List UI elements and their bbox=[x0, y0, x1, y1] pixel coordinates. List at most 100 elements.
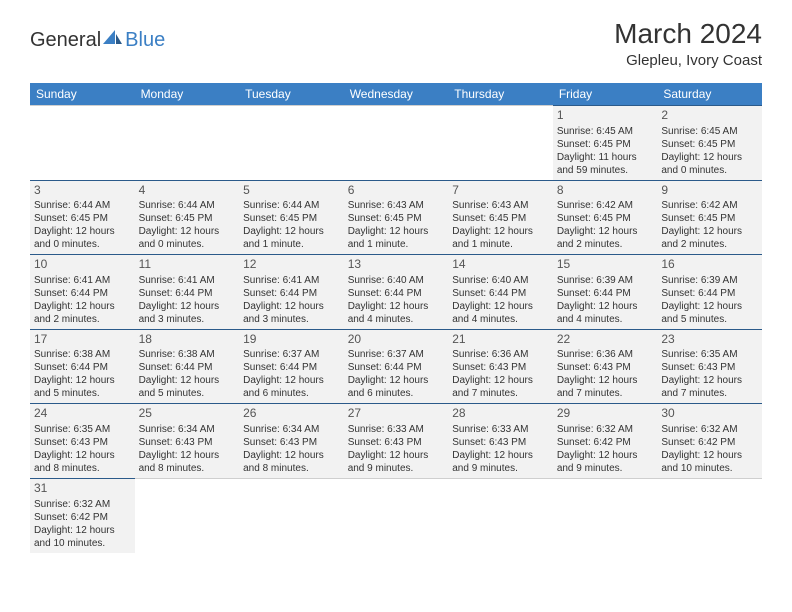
sunrise-text: Sunrise: 6:35 AM bbox=[661, 348, 758, 361]
day-cell: 14Sunrise: 6:40 AMSunset: 6:44 PMDayligh… bbox=[448, 255, 553, 330]
day-cell: 1Sunrise: 6:45 AMSunset: 6:45 PMDaylight… bbox=[553, 106, 658, 181]
day-cell: 30Sunrise: 6:32 AMSunset: 6:42 PMDayligh… bbox=[657, 404, 762, 479]
dow-sunday: Sunday bbox=[30, 83, 135, 106]
sunset-text: Sunset: 6:44 PM bbox=[452, 287, 549, 300]
day-number: 14 bbox=[452, 257, 549, 273]
daylight-text: Daylight: 12 hours and 3 minutes. bbox=[139, 300, 236, 326]
daylight-text: Daylight: 12 hours and 10 minutes. bbox=[661, 449, 758, 475]
day-number: 23 bbox=[661, 332, 758, 348]
sunrise-text: Sunrise: 6:39 AM bbox=[661, 274, 758, 287]
day-number: 10 bbox=[34, 257, 131, 273]
week-row: 1Sunrise: 6:45 AMSunset: 6:45 PMDaylight… bbox=[30, 106, 762, 181]
calendar-body: 1Sunrise: 6:45 AMSunset: 6:45 PMDaylight… bbox=[30, 106, 762, 553]
day-cell: 17Sunrise: 6:38 AMSunset: 6:44 PMDayligh… bbox=[30, 329, 135, 404]
empty-cell bbox=[344, 478, 449, 552]
day-number: 25 bbox=[139, 406, 236, 422]
day-cell: 15Sunrise: 6:39 AMSunset: 6:44 PMDayligh… bbox=[553, 255, 658, 330]
daylight-text: Daylight: 12 hours and 0 minutes. bbox=[34, 225, 131, 251]
sunrise-text: Sunrise: 6:32 AM bbox=[34, 498, 131, 511]
empty-cell bbox=[239, 478, 344, 552]
daylight-text: Daylight: 12 hours and 5 minutes. bbox=[34, 374, 131, 400]
sunrise-text: Sunrise: 6:45 AM bbox=[661, 125, 758, 138]
dow-tuesday: Tuesday bbox=[239, 83, 344, 106]
day-number: 19 bbox=[243, 332, 340, 348]
sunset-text: Sunset: 6:45 PM bbox=[557, 212, 654, 225]
daylight-text: Daylight: 12 hours and 2 minutes. bbox=[557, 225, 654, 251]
daylight-text: Daylight: 12 hours and 6 minutes. bbox=[348, 374, 445, 400]
day-number: 4 bbox=[139, 183, 236, 199]
sunset-text: Sunset: 6:44 PM bbox=[243, 287, 340, 300]
sunrise-text: Sunrise: 6:36 AM bbox=[452, 348, 549, 361]
dow-friday: Friday bbox=[553, 83, 658, 106]
daylight-text: Daylight: 12 hours and 7 minutes. bbox=[557, 374, 654, 400]
daylight-text: Daylight: 12 hours and 4 minutes. bbox=[348, 300, 445, 326]
day-number: 3 bbox=[34, 183, 131, 199]
day-number: 16 bbox=[661, 257, 758, 273]
sunrise-text: Sunrise: 6:37 AM bbox=[243, 348, 340, 361]
sunset-text: Sunset: 6:44 PM bbox=[34, 361, 131, 374]
sunset-text: Sunset: 6:43 PM bbox=[557, 361, 654, 374]
day-cell: 6Sunrise: 6:43 AMSunset: 6:45 PMDaylight… bbox=[344, 180, 449, 255]
sunset-text: Sunset: 6:44 PM bbox=[661, 287, 758, 300]
sunrise-text: Sunrise: 6:32 AM bbox=[661, 423, 758, 436]
sunrise-text: Sunrise: 6:44 AM bbox=[34, 199, 131, 212]
day-number: 27 bbox=[348, 406, 445, 422]
sunset-text: Sunset: 6:44 PM bbox=[243, 361, 340, 374]
sunrise-text: Sunrise: 6:41 AM bbox=[243, 274, 340, 287]
sunrise-text: Sunrise: 6:32 AM bbox=[557, 423, 654, 436]
sunrise-text: Sunrise: 6:44 AM bbox=[243, 199, 340, 212]
sunrise-text: Sunrise: 6:40 AM bbox=[452, 274, 549, 287]
daylight-text: Daylight: 12 hours and 5 minutes. bbox=[661, 300, 758, 326]
logo-text-blue: Blue bbox=[125, 29, 165, 52]
day-number: 11 bbox=[139, 257, 236, 273]
header: General Blue March 2024 Glepleu, Ivory C… bbox=[30, 18, 762, 69]
day-cell: 2Sunrise: 6:45 AMSunset: 6:45 PMDaylight… bbox=[657, 106, 762, 181]
day-cell: 21Sunrise: 6:36 AMSunset: 6:43 PMDayligh… bbox=[448, 329, 553, 404]
day-cell: 16Sunrise: 6:39 AMSunset: 6:44 PMDayligh… bbox=[657, 255, 762, 330]
empty-cell bbox=[657, 478, 762, 552]
empty-cell bbox=[239, 106, 344, 181]
sunrise-text: Sunrise: 6:42 AM bbox=[557, 199, 654, 212]
sunset-text: Sunset: 6:44 PM bbox=[139, 361, 236, 374]
sunrise-text: Sunrise: 6:37 AM bbox=[348, 348, 445, 361]
sunset-text: Sunset: 6:44 PM bbox=[34, 287, 131, 300]
dow-thursday: Thursday bbox=[448, 83, 553, 106]
daylight-text: Daylight: 12 hours and 9 minutes. bbox=[557, 449, 654, 475]
sunrise-text: Sunrise: 6:40 AM bbox=[348, 274, 445, 287]
dow-wednesday: Wednesday bbox=[344, 83, 449, 106]
daylight-text: Daylight: 12 hours and 8 minutes. bbox=[139, 449, 236, 475]
daylight-text: Daylight: 12 hours and 2 minutes. bbox=[661, 225, 758, 251]
sunset-text: Sunset: 6:45 PM bbox=[661, 212, 758, 225]
dow-saturday: Saturday bbox=[657, 83, 762, 106]
sunset-text: Sunset: 6:43 PM bbox=[34, 436, 131, 449]
sunset-text: Sunset: 6:45 PM bbox=[557, 138, 654, 151]
empty-cell bbox=[135, 106, 240, 181]
day-number: 24 bbox=[34, 406, 131, 422]
logo-sail-icon bbox=[101, 28, 123, 51]
sunset-text: Sunset: 6:42 PM bbox=[557, 436, 654, 449]
day-cell: 12Sunrise: 6:41 AMSunset: 6:44 PMDayligh… bbox=[239, 255, 344, 330]
sunrise-text: Sunrise: 6:41 AM bbox=[139, 274, 236, 287]
daylight-text: Daylight: 12 hours and 2 minutes. bbox=[34, 300, 131, 326]
sunset-text: Sunset: 6:45 PM bbox=[139, 212, 236, 225]
day-cell: 13Sunrise: 6:40 AMSunset: 6:44 PMDayligh… bbox=[344, 255, 449, 330]
daylight-text: Daylight: 12 hours and 3 minutes. bbox=[243, 300, 340, 326]
day-cell: 22Sunrise: 6:36 AMSunset: 6:43 PMDayligh… bbox=[553, 329, 658, 404]
week-row: 24Sunrise: 6:35 AMSunset: 6:43 PMDayligh… bbox=[30, 404, 762, 479]
empty-cell bbox=[553, 478, 658, 552]
calendar-page: General Blue March 2024 Glepleu, Ivory C… bbox=[0, 0, 792, 563]
day-cell: 8Sunrise: 6:42 AMSunset: 6:45 PMDaylight… bbox=[553, 180, 658, 255]
day-cell: 5Sunrise: 6:44 AMSunset: 6:45 PMDaylight… bbox=[239, 180, 344, 255]
logo-text-general: General bbox=[30, 29, 101, 52]
day-cell: 4Sunrise: 6:44 AMSunset: 6:45 PMDaylight… bbox=[135, 180, 240, 255]
day-number: 7 bbox=[452, 183, 549, 199]
day-number: 15 bbox=[557, 257, 654, 273]
daylight-text: Daylight: 12 hours and 6 minutes. bbox=[243, 374, 340, 400]
day-cell: 10Sunrise: 6:41 AMSunset: 6:44 PMDayligh… bbox=[30, 255, 135, 330]
day-cell: 11Sunrise: 6:41 AMSunset: 6:44 PMDayligh… bbox=[135, 255, 240, 330]
day-number: 29 bbox=[557, 406, 654, 422]
day-cell: 3Sunrise: 6:44 AMSunset: 6:45 PMDaylight… bbox=[30, 180, 135, 255]
dow-monday: Monday bbox=[135, 83, 240, 106]
daylight-text: Daylight: 12 hours and 1 minute. bbox=[348, 225, 445, 251]
daylight-text: Daylight: 12 hours and 4 minutes. bbox=[452, 300, 549, 326]
